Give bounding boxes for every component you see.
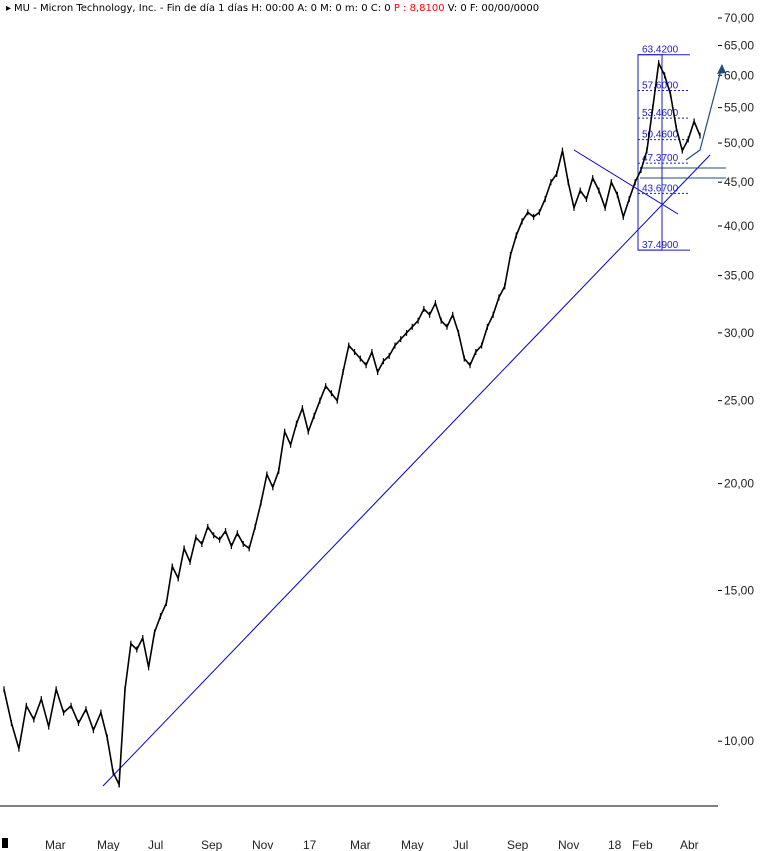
price-line [3, 60, 701, 788]
fib-level-label: 53.4600 [642, 108, 679, 119]
x-tick-label: Mar [45, 838, 66, 851]
y-axis: 70,00 65,00 60,00 55,00 50,00 45,00 40,00 35,00… [718, 11, 754, 748]
y-tick-label: 30,00 [724, 326, 754, 340]
y-tick-label: 60,00 [724, 68, 754, 82]
scroll-handle-icon[interactable] [2, 838, 8, 848]
svg-text:MU - Micron Tech: MU - Micron Technology, Inc. - Fin de dí… [14, 2, 539, 14]
fib-level-label: 37.4900 [642, 240, 679, 251]
x-axis: Mar May Jul Sep Nov 17 Mar May Jul Sep Nov 18 Feb Abr [45, 838, 699, 851]
x-tick-label: May [401, 838, 424, 851]
y-tick-label: 20,00 [724, 477, 754, 491]
x-tick-label: May [97, 838, 120, 851]
header-price: P : 8,8100 [394, 3, 445, 14]
y-tick-label: 25,00 [724, 394, 754, 408]
header-period: Fin de día 1 días [167, 2, 248, 14]
fib-level-label: 43.6700 [642, 183, 679, 194]
x-tick-label: Abr [680, 838, 699, 851]
resistance-trendline [573, 149, 679, 215]
chart-header: ▸ MU - Micron Technology, Inc. - Fin de … [6, 2, 539, 14]
price-series [3, 60, 701, 788]
y-tick-label: 10,00 [724, 734, 754, 748]
header-open: A: 0 [297, 3, 317, 14]
y-tick-label: 70,00 [724, 11, 754, 25]
y-tick-label: 55,00 [724, 101, 754, 115]
header-symbol: MU [14, 3, 30, 14]
fib-level-label: 47.3700 [642, 153, 679, 164]
y-tick-label: 45,00 [724, 175, 754, 189]
x-tick-label: 17 [303, 838, 317, 851]
y-tick-label: 50,00 [724, 136, 754, 150]
support-trendline [102, 154, 711, 787]
trend-annotations [102, 64, 726, 787]
x-tick-label: Jul [148, 838, 163, 851]
y-tick-label: 40,00 [724, 219, 754, 233]
projection-arrowhead-icon [717, 64, 726, 74]
x-tick-label: Nov [558, 838, 579, 851]
x-tick-label: Sep [507, 838, 529, 851]
y-tick-label: 65,00 [724, 39, 754, 53]
x-tick-label: 18 [608, 838, 622, 851]
x-tick-label: Nov [252, 838, 273, 851]
header-hour: H: 00:00 [251, 3, 294, 14]
header-date: F: 00/00/0000 [470, 3, 539, 14]
y-tick-label: 35,00 [724, 269, 754, 283]
fibonacci-retracement: 63.4200 57.6000 53.4600 50.4600 47.3700 43.67… [637, 45, 690, 251]
fib-level-label: 63.4200 [642, 45, 679, 56]
y-tick-label: 15,00 [724, 584, 754, 598]
x-tick-label: Feb [632, 838, 653, 851]
header-volume: V: 0 [448, 3, 467, 14]
fib-level-label: 57.6000 [642, 80, 679, 91]
x-tick-label: Sep [201, 838, 223, 851]
header-close: C: 0 [371, 3, 391, 14]
projection-arrow [685, 65, 723, 161]
x-tick-label: Jul [453, 838, 468, 851]
header-min: m: 0 [345, 3, 368, 14]
header-company-name: Micron Technology, Inc. [40, 3, 157, 14]
header-max: M: 0 [320, 3, 342, 14]
x-tick-label: Mar [350, 838, 371, 851]
header-triangle-icon: ▸ [6, 3, 11, 14]
fib-level-label: 50.4600 [642, 130, 679, 141]
